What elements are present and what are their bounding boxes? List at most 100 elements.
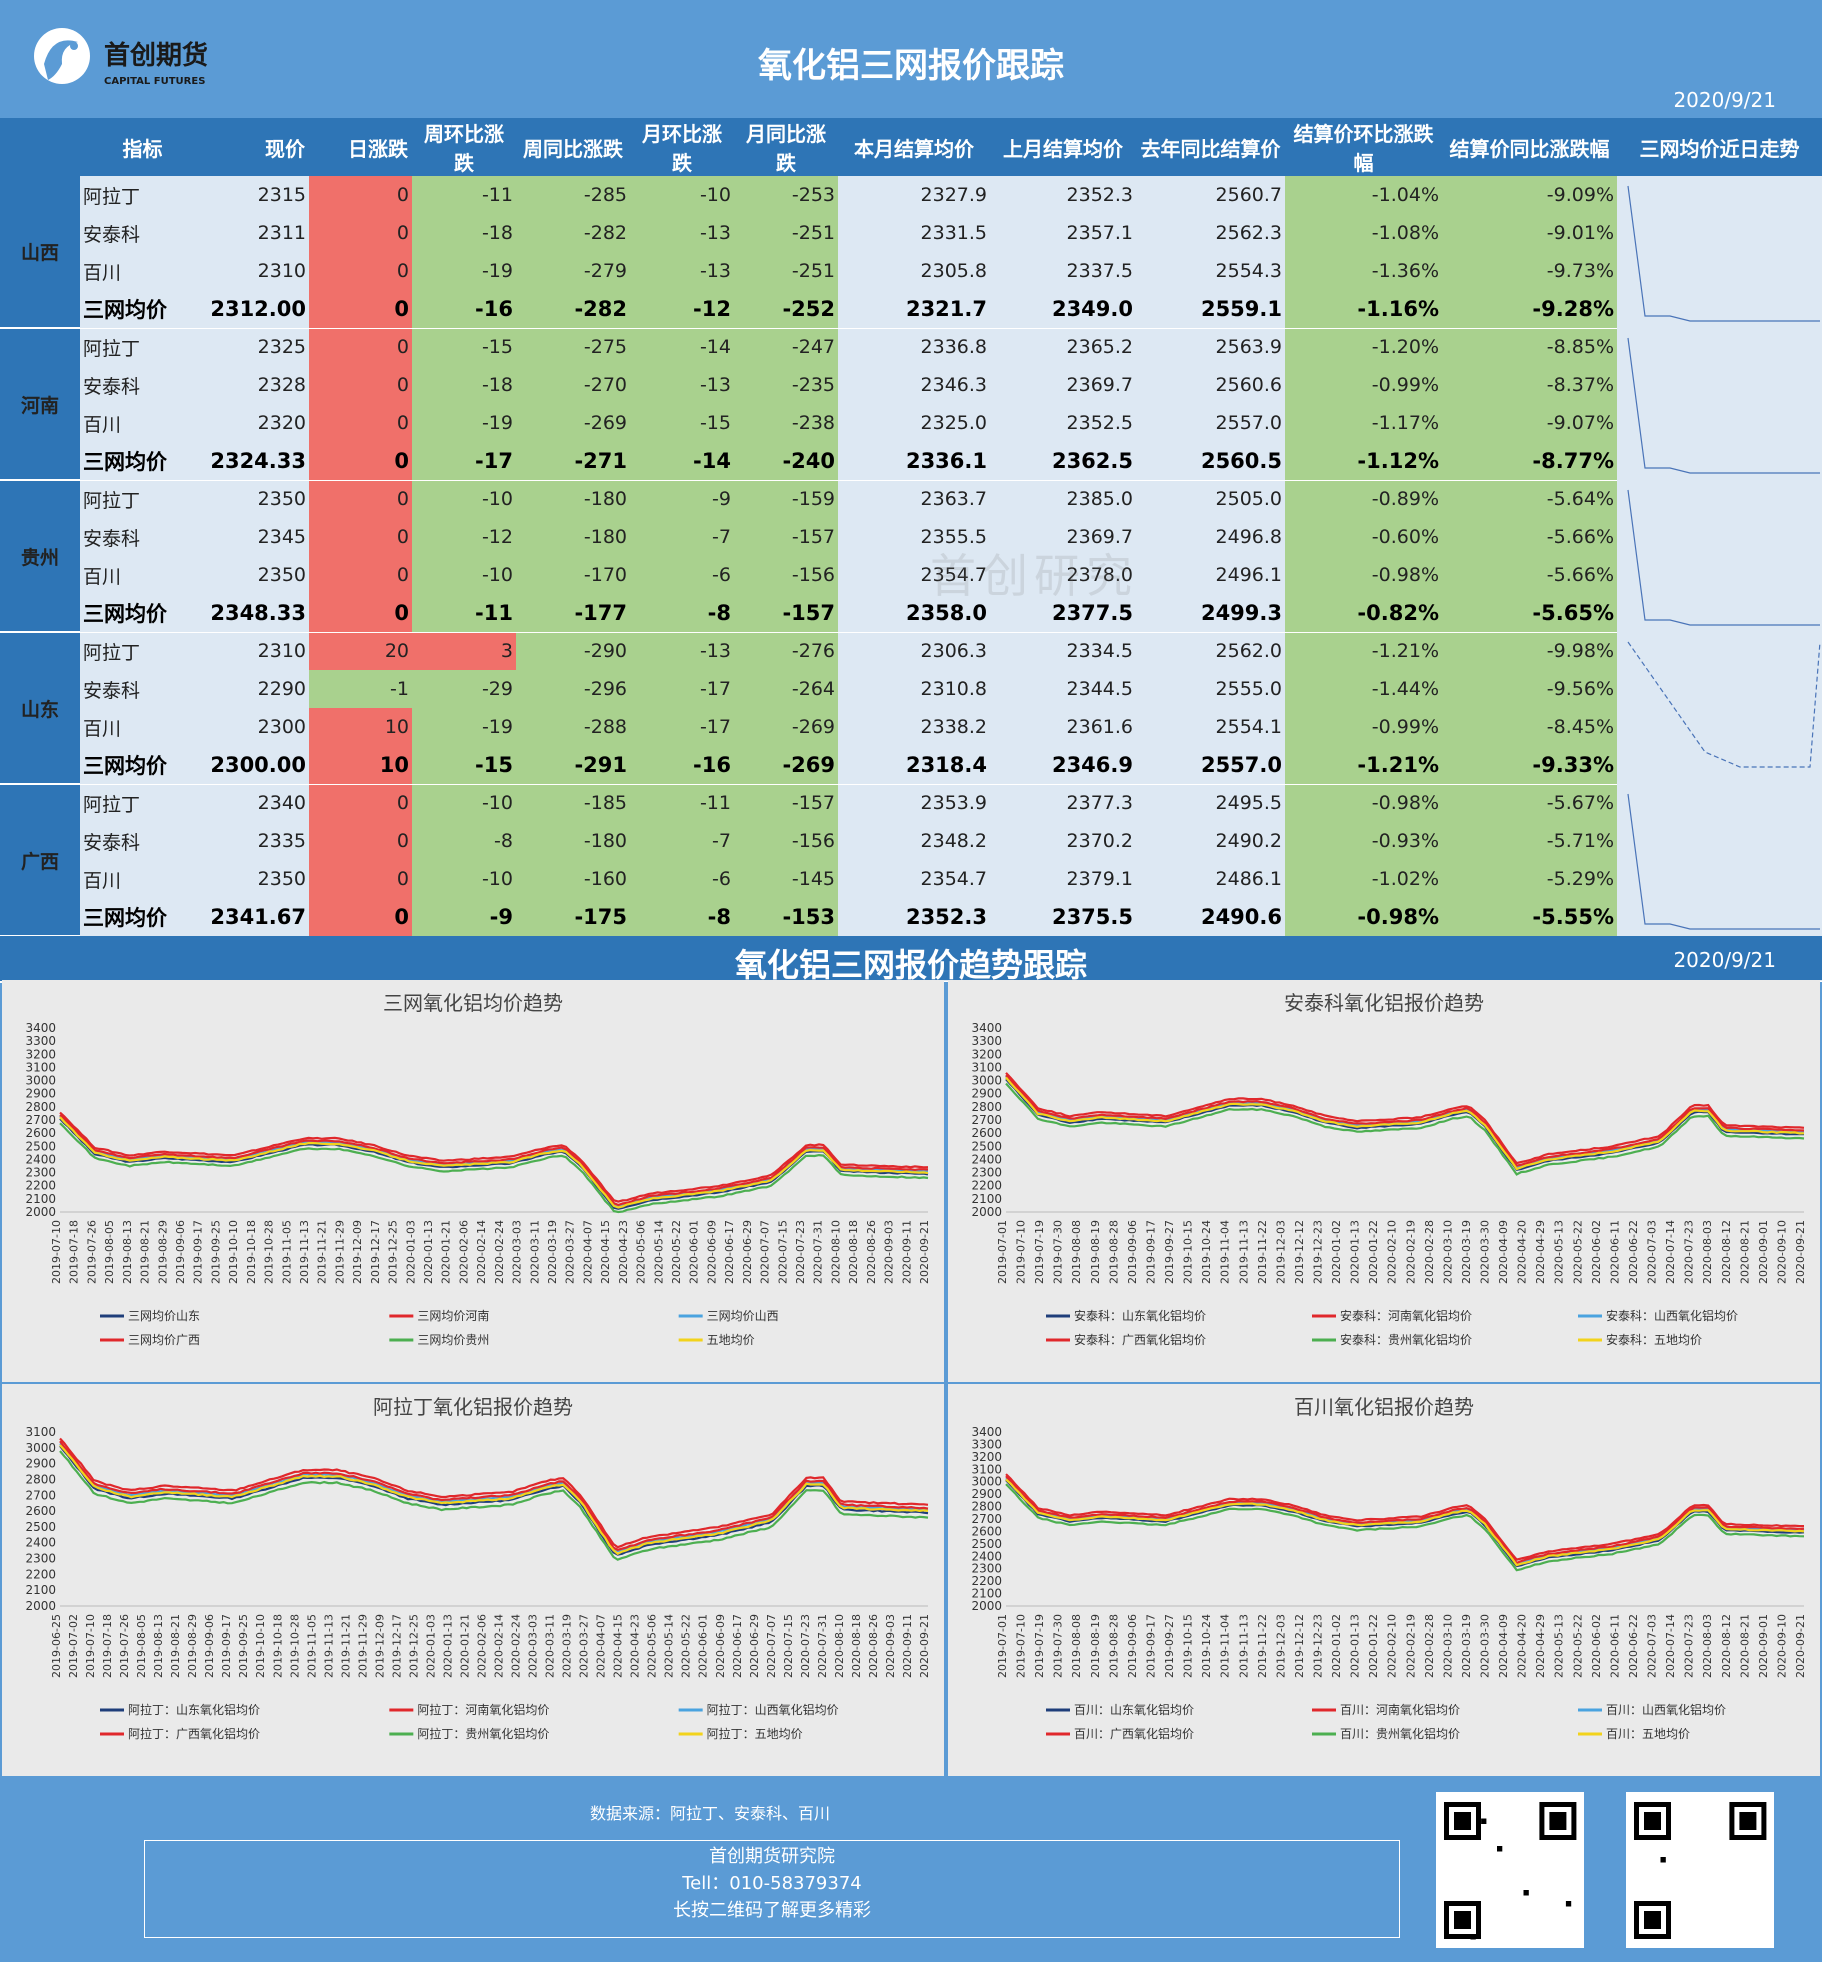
chart-aladdin: 阿拉丁氧化铝报价趋势 2000 2100 2200 2300 2400 2500 2600 27… bbox=[2, 1384, 944, 1776]
table-cell: -1.36% bbox=[1285, 252, 1442, 290]
x-tick-label: 2020-09-03 bbox=[884, 1614, 897, 1678]
table-cell: 0 bbox=[309, 860, 412, 898]
y-tick-label: 3000 bbox=[25, 1441, 56, 1455]
table-cell: -8.37% bbox=[1442, 366, 1617, 404]
table-cell: -252 bbox=[734, 290, 838, 329]
x-tick-label: 2020-02-19 bbox=[1404, 1614, 1417, 1678]
x-tick-label: 2020-08-03 bbox=[1701, 1614, 1714, 1678]
x-tick-label: 2019-09-17 bbox=[1144, 1220, 1157, 1284]
legend-label: 百川：贵州氧化铝均价 bbox=[1340, 1726, 1460, 1741]
series-line bbox=[59, 1114, 929, 1207]
x-tick-label: 2020-05-13 bbox=[1553, 1220, 1566, 1284]
table-cell: 2325 bbox=[205, 328, 309, 366]
series-line bbox=[59, 1111, 929, 1203]
table-cell: 2369.7 bbox=[990, 366, 1136, 404]
table-cell: -269 bbox=[516, 404, 630, 442]
table-cell: -0.98% bbox=[1285, 556, 1442, 594]
table-cell: 0 bbox=[309, 252, 412, 290]
x-tick-label: 2019-09-17 bbox=[220, 1614, 233, 1678]
chart-avg: 三网氧化铝均价趋势 2000 2100 2200 2300 2400 2500 2600 270… bbox=[2, 980, 944, 1382]
legend-label: 阿拉丁：河南氧化铝均价 bbox=[417, 1702, 549, 1717]
x-tick-label: 2020-04-07 bbox=[595, 1614, 608, 1678]
table-cell: 0 bbox=[309, 480, 412, 518]
table-cell: -18 bbox=[412, 366, 516, 404]
table-cell: 2305.8 bbox=[838, 252, 990, 290]
x-tick-label: 2020-08-21 bbox=[1738, 1614, 1751, 1678]
table-row: 安泰科 2290 -1 -29 -296 -17 -264 2310.8 2344.5 2555.… bbox=[0, 670, 1822, 708]
x-tick-label: 2019-07-02 bbox=[67, 1614, 80, 1678]
table-row: 山西 阿拉丁 2315 0 -11 -285 -10 -253 2327.9 2352.3 2560… bbox=[0, 176, 1822, 329]
table-cell: 阿拉丁 bbox=[80, 328, 205, 366]
y-tick-label: 3000 bbox=[971, 1475, 1002, 1489]
table-cell: 2320 bbox=[205, 404, 309, 442]
table-cell: -157 bbox=[734, 784, 838, 822]
table-cell: 2350 bbox=[205, 860, 309, 898]
x-tick-label: 2019-08-19 bbox=[1089, 1614, 1102, 1678]
column-header: 上月结算均价 bbox=[990, 118, 1136, 176]
x-tick-label: 2019-12-09 bbox=[351, 1220, 364, 1284]
table-cell: 0 bbox=[309, 442, 412, 481]
table-cell: -17 bbox=[630, 670, 734, 708]
table-cell: -11 bbox=[412, 176, 516, 214]
column-header: 本月结算均价 bbox=[838, 118, 990, 176]
table-cell: 百川 bbox=[80, 860, 205, 898]
table-cell: 2560.5 bbox=[1136, 442, 1285, 481]
y-tick-label: 2600 bbox=[25, 1504, 56, 1518]
table-cell: 安泰科 bbox=[80, 366, 205, 404]
table-cell: -8 bbox=[630, 898, 734, 937]
x-tick-label: 2020-07-07 bbox=[759, 1220, 772, 1284]
table-cell: -296 bbox=[516, 670, 630, 708]
table-cell: 2365.2 bbox=[990, 328, 1136, 366]
x-tick-label: 2019-08-21 bbox=[139, 1220, 152, 1284]
x-tick-label: 2019-11-04 bbox=[1219, 1220, 1232, 1284]
table-cell: -11 bbox=[630, 784, 734, 822]
series-line bbox=[1005, 1478, 1805, 1567]
x-tick-label: 2019-10-24 bbox=[1200, 1614, 1213, 1678]
sparkline-cell bbox=[1617, 784, 1822, 936]
legend-label: 安泰科：山东氧化铝均价 bbox=[1074, 1308, 1206, 1323]
x-tick-label: 2020-06-22 bbox=[1627, 1220, 1640, 1284]
x-tick-label: 2019-09-06 bbox=[1126, 1220, 1139, 1284]
x-tick-label: 2020-01-13 bbox=[422, 1220, 435, 1284]
table-cell: 2495.5 bbox=[1136, 784, 1285, 822]
x-tick-label: 2020-06-29 bbox=[748, 1614, 761, 1678]
province-label: 贵州 bbox=[0, 480, 80, 633]
table-cell: -5.67% bbox=[1442, 784, 1617, 822]
table-cell: 2338.2 bbox=[838, 708, 990, 746]
table-cell: -8.77% bbox=[1442, 442, 1617, 481]
x-tick-label: 2020-02-24 bbox=[510, 1614, 523, 1678]
x-tick-label: 2020-09-10 bbox=[1775, 1220, 1788, 1284]
qr-code-icon[interactable] bbox=[1436, 1792, 1584, 1948]
x-tick-label: 2019-09-27 bbox=[1163, 1220, 1176, 1284]
x-tick-label: 2020-04-09 bbox=[1497, 1614, 1510, 1678]
y-tick-label: 2900 bbox=[25, 1457, 56, 1471]
table-cell: -17 bbox=[630, 708, 734, 746]
table-row: 三网均价 2300.00 10 -15 -291 -16 -269 2318.4 2346.9 2… bbox=[0, 746, 1822, 785]
table-cell: 0 bbox=[309, 822, 412, 860]
table-cell: 百川 bbox=[80, 708, 205, 746]
x-tick-label: 2019-10-24 bbox=[1200, 1220, 1213, 1284]
table-cell: 2370.2 bbox=[990, 822, 1136, 860]
series-line bbox=[59, 1442, 929, 1553]
y-tick-label: 2300 bbox=[971, 1166, 1002, 1180]
legend-label: 百川：山东氧化铝均价 bbox=[1074, 1702, 1194, 1717]
x-tick-label: 2020-02-10 bbox=[1386, 1614, 1399, 1678]
table-cell: 阿拉丁 bbox=[80, 176, 205, 214]
table-cell: 2496.1 bbox=[1136, 556, 1285, 594]
legend-label: 阿拉丁：贵州氧化铝均价 bbox=[417, 1726, 549, 1741]
x-tick-label: 2019-11-21 bbox=[339, 1614, 352, 1678]
table-cell: 2321.7 bbox=[838, 290, 990, 329]
x-tick-label: 2019-10-15 bbox=[1182, 1220, 1195, 1284]
series-line bbox=[1005, 1074, 1805, 1167]
x-tick-label: 2020-09-21 bbox=[918, 1220, 931, 1284]
table-cell: -19 bbox=[412, 708, 516, 746]
x-tick-label: 2019-09-17 bbox=[1144, 1614, 1157, 1678]
table-cell: -9.07% bbox=[1442, 404, 1617, 442]
table-cell: 安泰科 bbox=[80, 670, 205, 708]
legend-label: 三网均价山东 bbox=[128, 1309, 200, 1323]
x-tick-label: 2020-02-24 bbox=[493, 1220, 506, 1284]
x-tick-label: 2020-07-23 bbox=[1683, 1614, 1696, 1678]
qr-code-icon[interactable] bbox=[1626, 1792, 1774, 1948]
column-header: 周环比涨跌 bbox=[412, 118, 516, 176]
series-line bbox=[59, 1444, 929, 1556]
